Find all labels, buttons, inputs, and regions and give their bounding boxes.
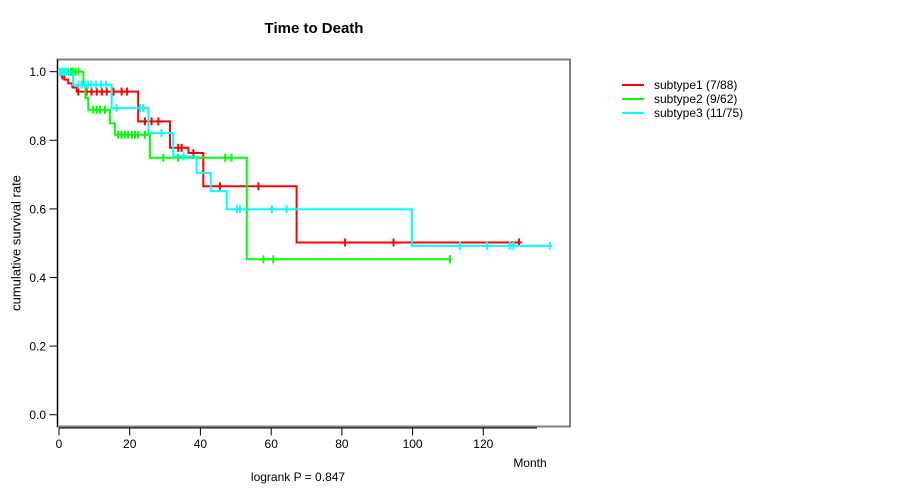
y-tick-label: 0.6 xyxy=(29,202,46,216)
y-tick-label: 1.0 xyxy=(29,65,46,79)
chart-title: Time to Death xyxy=(264,20,364,37)
x-tick-label: 80 xyxy=(335,437,349,451)
legend-label-subtype2: subtype2 (9/62) xyxy=(654,92,738,106)
y-tick-label: 0.8 xyxy=(29,134,46,148)
legend-label-subtype3: subtype3 (11/75) xyxy=(654,106,744,120)
legend-line-swatch-subtype3 xyxy=(622,112,644,114)
survival-curve-subtype2 xyxy=(59,70,451,261)
y-tick-label: 0.2 xyxy=(29,340,46,354)
x-tick-label: 20 xyxy=(123,437,137,451)
y-tick-label: 0.0 xyxy=(29,408,46,422)
survival-curve-subtype3 xyxy=(59,70,552,247)
survival-curve-subtype1 xyxy=(59,70,522,244)
y-tick-label: 0.4 xyxy=(29,271,46,285)
x-tick-label: 100 xyxy=(403,437,423,451)
legend-line-swatch-subtype1 xyxy=(622,84,644,86)
legend-row-subtype1: subtype1 (7/88) xyxy=(622,78,743,92)
legend: subtype1 (7/88) subtype2 (9/62) subtype3 (… xyxy=(622,78,743,120)
x-tick-label: 120 xyxy=(473,437,493,451)
y-axis-label: cumulative survival rate xyxy=(8,175,24,311)
legend-row-subtype3: subtype3 (11/75) xyxy=(622,106,743,120)
x-tick-label: 60 xyxy=(265,437,279,451)
x-tick-label: 0 xyxy=(56,437,63,451)
logrank-note: logrank P = 0.847 xyxy=(250,470,346,484)
legend-row-subtype2: subtype2 (9/62) xyxy=(622,92,743,106)
legend-label-subtype1: subtype1 (7/88) xyxy=(654,78,738,92)
legend-line-swatch-subtype2 xyxy=(622,98,644,100)
x-axis-label: Month xyxy=(513,456,547,470)
x-tick-label: 40 xyxy=(194,437,208,451)
